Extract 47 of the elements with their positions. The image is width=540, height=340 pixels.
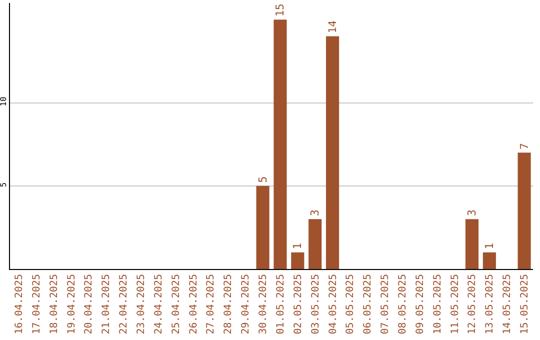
x-tick-label: 27.04.2025 [206, 274, 217, 334]
x-tick-label: 18.04.2025 [48, 274, 60, 334]
x-tick-label: 01.05.2025 [275, 274, 286, 334]
data-label: 1 [291, 242, 304, 250]
x-tick-label: 24.04.2025 [153, 274, 164, 334]
x-tick-label: 28.04.2025 [223, 274, 234, 334]
x-tick-label: 03.05.2025 [310, 274, 322, 334]
x-tick-label: 04.05.2025 [328, 274, 339, 334]
data-label: 7 [518, 143, 531, 150]
x-tick-label: 11.05.2025 [450, 274, 461, 334]
x-tick-label: 06.05.2025 [362, 274, 374, 334]
x-tick-label: 26.04.2025 [188, 274, 200, 334]
x-tick-label: 05.05.2025 [345, 274, 356, 334]
x-tick-label: 13.05.2025 [484, 274, 496, 334]
bar [308, 219, 322, 269]
x-tick-label: 15.05.2025 [520, 274, 531, 334]
bar [465, 219, 479, 269]
x-tick-label: 23.04.2025 [136, 274, 147, 334]
x-tick-label: 02.05.2025 [292, 274, 304, 334]
bar [274, 20, 287, 269]
bar [326, 36, 340, 269]
x-tick-label: 08.05.2025 [398, 274, 408, 334]
x-tick-label: 22.04.2025 [118, 274, 130, 334]
data-label: 14 [326, 20, 339, 34]
x-tick-label: 16.04.2025 [14, 274, 25, 334]
x-tick-label: 21.04.2025 [101, 274, 112, 334]
data-label: 3 [308, 210, 322, 216]
x-tick-label: 10.05.2025 [432, 274, 444, 334]
bar [291, 252, 304, 269]
x-tick-label: 17.04.2025 [31, 274, 42, 334]
x-tick-label: 19.04.2025 [66, 274, 78, 334]
data-label: 1 [482, 242, 496, 250]
data-label: 5 [256, 176, 270, 183]
x-tick-label: 30.04.2025 [258, 274, 270, 334]
data-label: 3 [465, 210, 478, 216]
x-tick-label: 25.04.2025 [170, 274, 182, 334]
x-tick-label: 07.05.2025 [380, 274, 392, 334]
bar [518, 152, 531, 269]
bar [256, 186, 270, 269]
x-tick-label: 09.05.2025 [414, 274, 426, 334]
y-tick-label: 10 [0, 96, 8, 106]
x-tick-label: 14.05.2025 [502, 274, 514, 334]
data-label: 15 [274, 4, 287, 17]
x-tick-label: 29.04.2025 [240, 274, 252, 334]
x-tick-label: 12.05.2025 [467, 274, 478, 334]
bar [482, 252, 496, 269]
x-tick-label: 20.04.2025 [84, 274, 95, 334]
